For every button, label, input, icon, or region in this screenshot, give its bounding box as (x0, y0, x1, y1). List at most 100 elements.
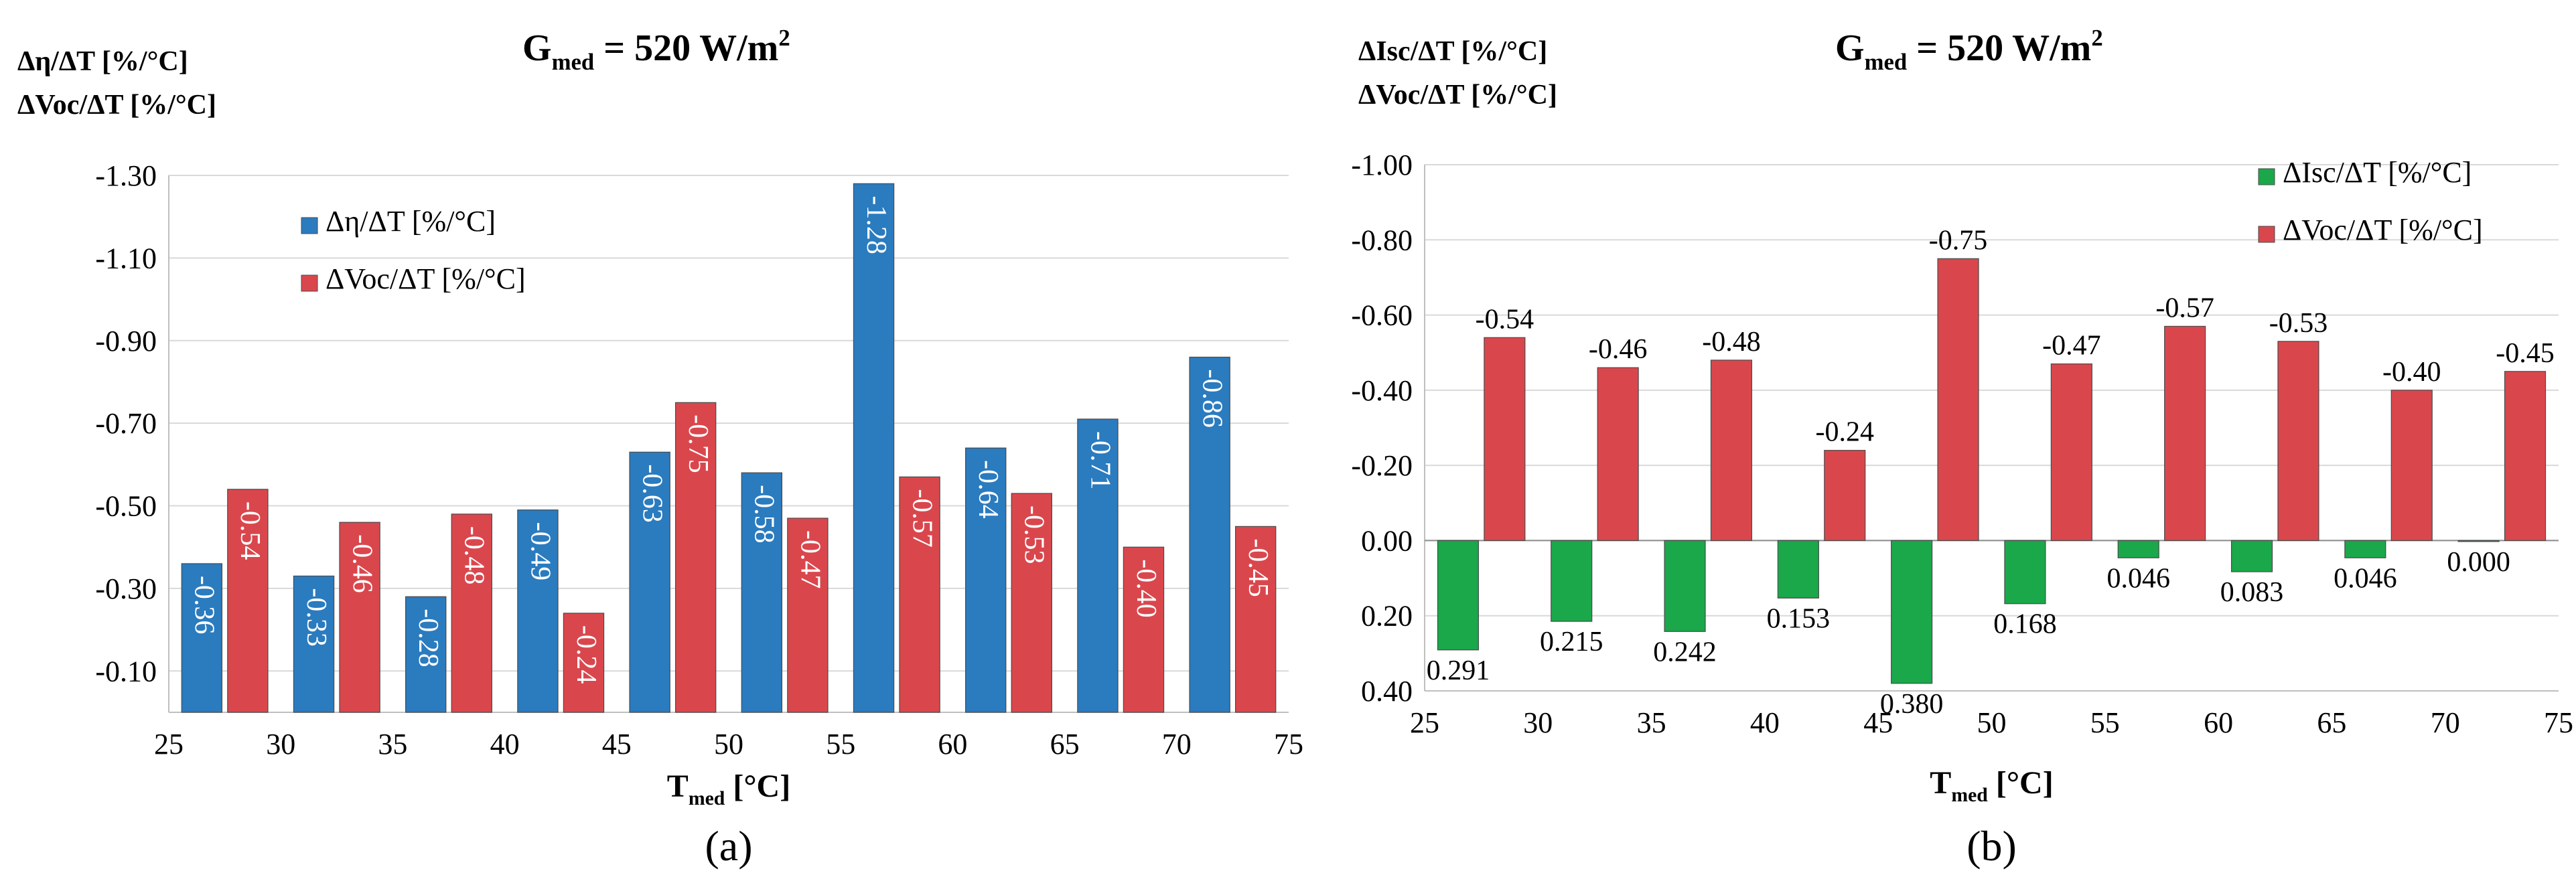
bar-series2 (2390, 390, 2433, 542)
data-label: -0.57 (2155, 293, 2214, 323)
data-label: -0.48 (1702, 327, 1761, 357)
bar-series2 (563, 613, 605, 713)
x-axis-label: Tmed [°C] (667, 769, 790, 809)
x-tick-label: 30 (1523, 706, 1553, 739)
y-tick-label: -1.30 (95, 159, 157, 192)
chart-title: Gmed = 520 W/m2 (522, 25, 790, 75)
bar-series1 (965, 447, 1007, 713)
x-tick-label: 25 (1410, 706, 1439, 739)
bar-series1 (1664, 540, 1706, 632)
y-axis-label: Δη/ΔT [%/°C] (17, 46, 188, 77)
bar-series1 (1437, 540, 1480, 651)
bar-series1 (1189, 356, 1230, 713)
x-tick-label: 40 (1750, 706, 1780, 739)
data-label: -0.75 (683, 414, 713, 473)
bar-series1 (293, 575, 335, 713)
bar-series1 (2457, 540, 2500, 542)
bar-series2 (1597, 367, 1639, 542)
legend-swatch (2258, 168, 2275, 185)
chart-panel-a: -1.30 -1.10 -0.90 -0.70 -0.50 -0.30 -0.10 25 30 3… (17, 25, 1303, 870)
y-tick-label: -0.60 (1351, 299, 1413, 332)
x-tick-label: 55 (826, 728, 855, 761)
data-label: -0.28 (413, 609, 443, 667)
legend-label: ΔVoc/ΔT [%/°C] (2283, 214, 2483, 246)
x-tick-label: 60 (938, 728, 967, 761)
y-axis-label: ΔIsc/ΔT [%/°C] (1358, 36, 1547, 67)
legend-label: Δη/ΔT [%/°C] (326, 205, 496, 238)
x-tick-label: 55 (2090, 706, 2120, 739)
data-label: -0.54 (234, 501, 265, 560)
x-tick-label: 75 (2544, 706, 2573, 739)
data-label: 0.046 (2106, 563, 2170, 594)
y-axis-label: ΔVoc/ΔT [%/°C] (1358, 80, 1557, 110)
data-label: -0.47 (794, 530, 825, 589)
y-tick-label: -0.10 (95, 655, 157, 688)
y-tick-label: -1.00 (1351, 149, 1413, 181)
bar-series2 (339, 522, 380, 713)
y-tick-label: -0.20 (1351, 449, 1413, 482)
data-label: -0.46 (1589, 334, 1648, 365)
bar-series1 (1077, 418, 1119, 713)
x-tick-label: 70 (2431, 706, 2460, 739)
x-tick-label: 50 (714, 728, 743, 761)
bar-series1 (629, 451, 670, 713)
data-label: -0.24 (1816, 417, 1875, 448)
panel-caption: (a) (705, 822, 752, 870)
y-tick-label: -1.10 (95, 242, 157, 274)
y-tick-label: 0.40 (1361, 675, 1413, 708)
legend-label: ΔIsc/ΔT [%/°C] (2283, 156, 2472, 189)
data-label: 0.083 (2220, 577, 2284, 608)
y-tick-label: -0.80 (1351, 224, 1413, 256)
data-label: -0.45 (1242, 538, 1273, 597)
x-tick-label: 75 (1274, 728, 1303, 761)
y-tick-label: -0.50 (95, 490, 157, 523)
bar-series1 (2230, 540, 2273, 572)
bar-series2 (787, 517, 829, 713)
x-tick-label: 35 (1637, 706, 1666, 739)
data-label: -0.63 (636, 464, 667, 523)
x-tick-label: 50 (1977, 706, 2007, 739)
bar-series2 (1484, 337, 1526, 542)
y-tick-label: -0.40 (1351, 374, 1413, 407)
legend-label: ΔVoc/ΔT [%/°C] (326, 262, 526, 295)
data-label: 0.000 (2447, 547, 2510, 578)
x-tick-label: 25 (154, 728, 184, 761)
y-tick-label: -0.90 (95, 325, 157, 357)
data-label: -1.28 (861, 195, 891, 254)
data-label: 0.168 (1993, 609, 2057, 640)
bar-series2 (899, 476, 940, 713)
bar-series2 (2164, 325, 2206, 542)
data-label: 0.242 (1653, 637, 1717, 667)
data-label: 0.380 (1880, 689, 1944, 720)
bar-series1 (405, 596, 447, 713)
x-tick-label: 65 (2317, 706, 2346, 739)
bar-series2 (1123, 546, 1165, 713)
bar-series1 (1551, 540, 1593, 622)
legend-swatch (2258, 226, 2275, 243)
data-label: -0.58 (749, 485, 780, 544)
chart-title: Gmed = 520 W/m2 (1835, 25, 2103, 75)
legend-swatch (301, 274, 318, 292)
bar-series2 (451, 513, 492, 713)
y-tick-label: -0.70 (95, 407, 157, 440)
data-label: -0.54 (1476, 304, 1534, 335)
y-tick-label: 0.20 (1361, 600, 1413, 633)
y-axis-label: ΔVoc/ΔT [%/°C] (17, 90, 216, 121)
data-label: 0.215 (1540, 627, 1603, 657)
data-label: -0.24 (571, 625, 601, 684)
data-label: -0.86 (1196, 369, 1227, 428)
x-axis-label: Tmed [°C] (1930, 765, 2053, 806)
bar-series1 (181, 563, 223, 713)
x-tick-label: 70 (1162, 728, 1192, 761)
y-tick-label: -0.30 (95, 572, 157, 605)
bar-series1 (1891, 540, 1933, 684)
data-label: 0.153 (1767, 603, 1831, 634)
x-tick-label: 45 (602, 728, 632, 761)
x-tick-label: 45 (1863, 706, 1893, 739)
bar-series1 (853, 183, 895, 713)
data-label: -0.75 (1929, 225, 1988, 256)
x-tick-label: 35 (378, 728, 407, 761)
data-label: -0.71 (1084, 431, 1115, 490)
bar-series2 (1710, 360, 1753, 542)
